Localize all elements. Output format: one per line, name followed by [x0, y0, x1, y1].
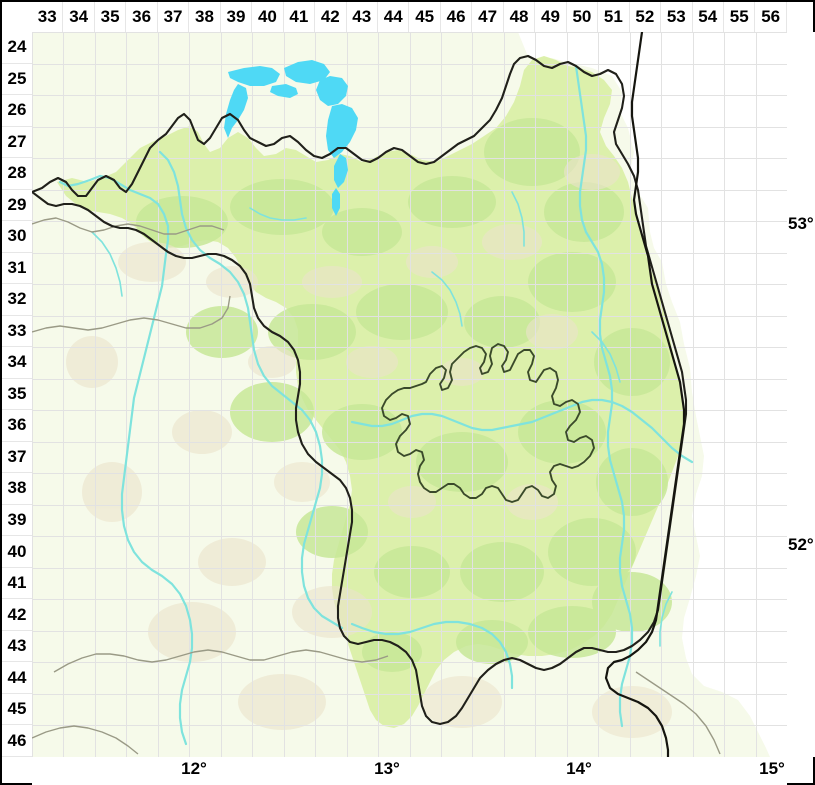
- grid-column-label-35: 35: [94, 2, 127, 32]
- grid-column-label-41: 41: [283, 2, 316, 32]
- grid-column-label-44: 44: [377, 2, 410, 32]
- grid-row-label-35: 35: [2, 378, 32, 411]
- grid-column-label-49: 49: [535, 2, 567, 32]
- country-border-poland: [604, 32, 686, 757]
- district-borders: [32, 217, 721, 755]
- grid-row-label-38: 38: [2, 473, 32, 505]
- grid-row-label-44: 44: [2, 662, 32, 694]
- grid-row-label-31: 31: [2, 252, 32, 285]
- grid-column-label-46: 46: [440, 2, 473, 32]
- longitude-label-1: 13°: [374, 759, 400, 778]
- grid-column-label-56: 56: [755, 2, 787, 32]
- longitude-label-0: 12°: [181, 759, 207, 778]
- map-svg: [32, 32, 787, 757]
- grid-row-label-33: 33: [2, 315, 32, 348]
- grid-column-label-34: 34: [63, 2, 95, 32]
- grid-row-label-25: 25: [2, 63, 32, 96]
- grid-column-label-37: 37: [157, 2, 190, 32]
- grid-row-label-46: 46: [2, 725, 32, 757]
- grid-column-label-38: 38: [189, 2, 221, 32]
- grid-row-label-42: 42: [2, 599, 32, 631]
- bottom-axis-longitude-labels: 12° 13° 14° 15°: [32, 757, 787, 785]
- grid-row-label-36: 36: [2, 410, 32, 442]
- rivers: [58, 64, 694, 746]
- grid-column-label-52: 52: [629, 2, 662, 32]
- grid-row-label-37: 37: [2, 441, 32, 474]
- grid-row-label-29: 29: [2, 189, 32, 222]
- grid-row-label-40: 40: [2, 536, 32, 568]
- latitude-label-0: 53°: [788, 214, 814, 233]
- grid-column-label-55: 55: [723, 2, 756, 32]
- grid-row-label-30: 30: [2, 221, 32, 253]
- grid-column-label-33: 33: [32, 2, 64, 32]
- grid-row-label-24: 24: [2, 32, 32, 64]
- grid-row-label-34: 34: [2, 347, 32, 379]
- grid-row-label-45: 45: [2, 693, 32, 726]
- left-axis-grid-labels: 24 25 26 27 28 29 30 31 32 33 34 35 36 37 38 39 40 41 42 43…: [2, 32, 32, 757]
- top-axis-grid-labels: 33 34 35 36 37 38 39 40 41 42 43 44 45 46 47 48 49 50 51 52…: [32, 2, 787, 32]
- grid-column-label-39: 39: [220, 2, 253, 32]
- grid-column-label-48: 48: [503, 2, 536, 32]
- grid-column-label-54: 54: [692, 2, 724, 32]
- right-axis-latitude-labels: 53° 52°: [787, 32, 815, 757]
- grid-row-label-41: 41: [2, 567, 32, 600]
- grid-row-label-32: 32: [2, 284, 32, 316]
- grid-column-label-42: 42: [315, 2, 347, 32]
- water-bodies: [224, 60, 358, 216]
- grid-column-label-36: 36: [126, 2, 158, 32]
- grid-column-label-53: 53: [661, 2, 693, 32]
- longitude-label-3: 15°: [759, 759, 785, 778]
- grid-column-label-43: 43: [346, 2, 378, 32]
- grid-column-label-51: 51: [598, 2, 630, 32]
- grid-column-label-50: 50: [566, 2, 599, 32]
- latitude-label-1: 52°: [788, 535, 814, 554]
- grid-row-label-43: 43: [2, 630, 32, 663]
- grid-column-label-40: 40: [252, 2, 284, 32]
- enclave-border-berlin: [381, 343, 595, 503]
- grid-row-label-39: 39: [2, 504, 32, 537]
- longitude-label-2: 14°: [566, 759, 592, 778]
- grid-column-label-47: 47: [472, 2, 504, 32]
- grid-row-label-27: 27: [2, 126, 32, 159]
- grid-row-label-28: 28: [2, 158, 32, 190]
- map-canvas[interactable]: [32, 32, 787, 757]
- grid-column-label-45: 45: [409, 2, 441, 32]
- grid-row-label-26: 26: [2, 95, 32, 127]
- coordinate-grid: [32, 32, 787, 757]
